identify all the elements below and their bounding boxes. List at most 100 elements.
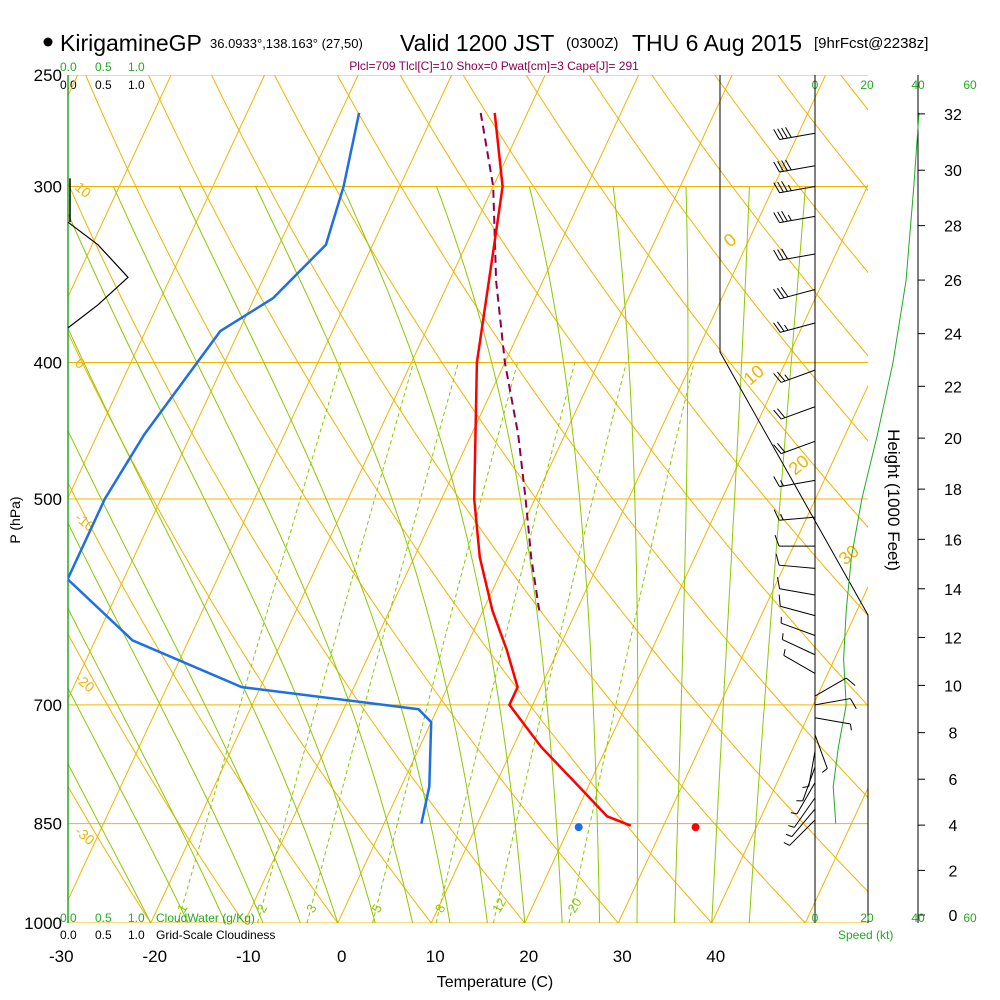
wind-barb-flag [776,321,785,332]
top-speed-scale: 0 20 40 60 [812,78,977,92]
wind-barb [802,751,816,788]
pressure-tick-label: 1000 [24,914,62,933]
mixing-ratio-label: 3 [303,902,320,916]
height-tick-label: 32 [944,107,962,124]
wind-barb-shaft [779,564,816,569]
moist-adiabat-line [68,522,264,923]
wind-panel-outline [719,75,869,923]
wind-barb-flag [777,128,784,140]
wind-barb [773,321,816,333]
isotherm-label: 30 [835,541,863,569]
moist-adiabat-line [748,186,806,923]
pressure-tick-label: 300 [34,178,62,197]
temperature-tick-label: -20 [142,947,167,966]
height-tick-label: 30 [944,163,962,180]
cloudwater-tick: 0.5 [95,60,112,74]
temperature-tick-label: -30 [49,947,74,966]
height-tick-label: 10 [944,678,962,695]
forecast-label: [9hrFcst@2238z] [814,35,928,52]
dewpoint-trace [68,112,433,824]
temperature-tick-label: 30 [613,947,632,966]
wind-barb-shaft [814,734,828,769]
wind-barb [773,286,816,300]
cloudwater-profile [67,221,129,329]
cloudiness-tick: 1.0 [128,928,145,942]
wind-barb-half-flag [787,214,792,221]
height-tick-label: 20 [944,431,962,448]
wind-barb-flag [778,594,781,607]
wind-barb-flag [773,373,782,383]
mixing-ratio-label: 12 [489,895,509,915]
height-tick-label: 24 [944,327,962,344]
isotherm-label: 10 [72,179,94,201]
isotherm-label: 10 [740,361,768,389]
wind-barb-half-flag [790,812,798,815]
wind-barb-shaft [814,677,847,697]
top-cloudwater-scale: 0.0 0.5 1.0 [60,60,145,74]
wind-barb-flag [773,288,781,300]
wind-barb-flag [774,534,780,547]
wind-barb-shaft [802,766,816,802]
height-axis-title: Height (1000 Feet) [884,429,903,571]
wind-barb-shaft [796,782,816,815]
wind-barb [773,181,816,194]
wind-barb-flag [780,286,789,298]
wind-barb-flag [777,160,784,172]
cloudwater-tick: 1.0 [128,911,145,925]
wind-barb-half-flag [787,184,792,191]
wind-barb-flag [773,409,782,420]
height-tick-label: 16 [944,532,962,549]
pressure-tick-label: 700 [34,696,62,715]
wind-barb-flag [773,322,781,333]
wind-barb [783,649,816,674]
wind-barb [790,782,816,815]
dry-adiabat-line [336,75,868,799]
height-tick-label: 26 [944,273,962,290]
wind-barb [773,476,816,488]
wind-barb [775,553,816,569]
speed-tick: 60 [963,78,977,92]
wind-barb-flag [777,408,786,419]
wind-barb-half-flag [780,480,784,487]
moist-adiabat-line [436,186,563,923]
moist-adiabat-line [528,186,601,923]
height-tick-label: 18 [944,482,962,499]
wind-barb-flag [777,371,786,382]
site-coords: 36.0933°,138.163° (27,50) [210,36,363,51]
wind-barb-flag [775,553,780,566]
pressure-tick-label: 400 [34,354,62,373]
wind-barb [780,616,816,636]
wind-barb [773,369,816,383]
moist-adiabat-line [68,762,152,923]
moist-adiabat-line [68,607,227,923]
dry-adiabat-line [210,75,806,923]
isotherm-line [243,75,640,923]
wind-barb-flag [781,210,788,222]
mixing-ratio-line [177,362,342,923]
wind-barb-half-flag [849,723,852,731]
wind-barb [778,594,816,617]
wind-barb [814,698,857,709]
height-tick-label: 0 [949,908,958,925]
dry-adiabat-line [68,633,245,923]
wind-barb [814,734,828,773]
moist-adiabat-line [68,212,376,923]
wind-barb-half-flag [784,374,790,380]
site-bullet-icon [43,37,53,47]
mixing-ratio-line [306,362,459,923]
height-tick-label: 12 [944,630,962,647]
wind-barb-half-flag [783,649,786,656]
wind-barb-shaft [779,516,816,521]
wind-layer [773,112,920,846]
speed-tick: 60 [963,911,977,925]
wind-barb-shaft [781,369,816,383]
wind-barb-shaft [814,698,851,706]
wind-barb-flag [773,182,780,194]
wind-barb [773,509,816,521]
parcel-trace [479,112,541,611]
x-axis-title: Temperature (C) [437,974,553,991]
dry-adiabat-line [68,181,526,923]
mixing-ratio-label: 2 [254,902,271,916]
